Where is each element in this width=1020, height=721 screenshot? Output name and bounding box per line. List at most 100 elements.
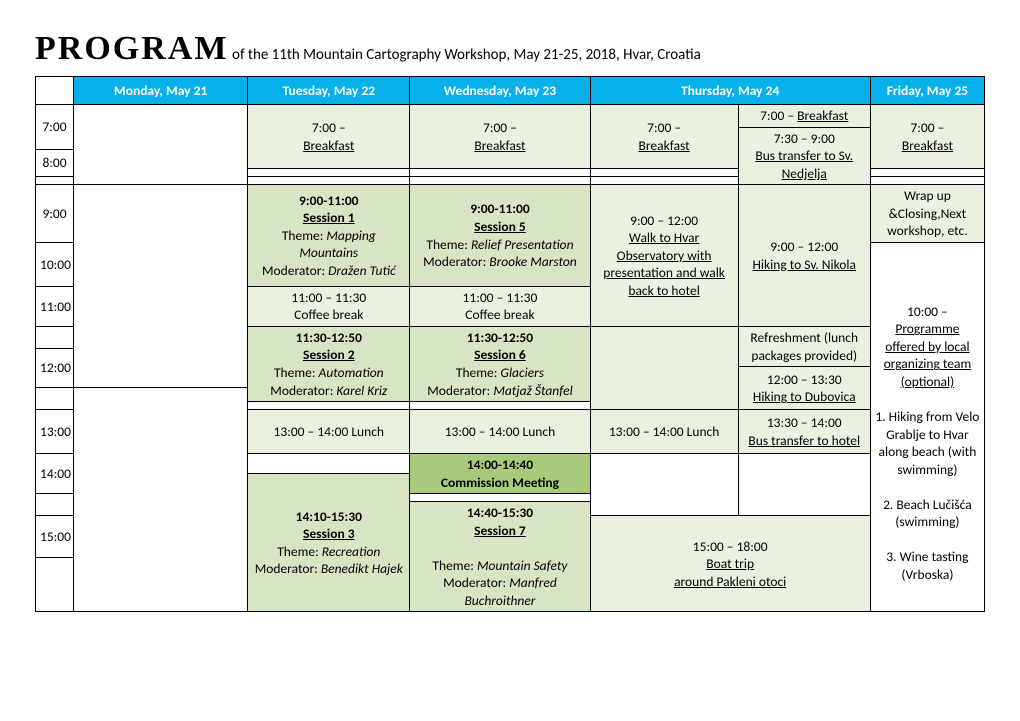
commission: 14:00-14:40 Commission Meeting bbox=[410, 454, 590, 494]
s5-theme: Theme: Relief Presentation bbox=[426, 236, 573, 253]
thu2-breakfast: 7:00 – Breakfast bbox=[738, 105, 870, 128]
mon-early-blank bbox=[74, 105, 248, 185]
header-tue: Tuesday, May 22 bbox=[248, 77, 410, 105]
s5-mod: Moderator: Brooke Marston bbox=[423, 253, 577, 270]
wed-breakfast-time: 7:00 – bbox=[483, 119, 517, 136]
header-row: Monday, May 21 Tuesday, May 22 Wednesday… bbox=[36, 77, 985, 105]
fri-breakfast-label: Breakfast bbox=[902, 137, 953, 154]
thu-blank-afternoon bbox=[590, 454, 738, 516]
thu2-refresh: Refreshment (lunch packages provided) bbox=[738, 326, 870, 366]
s3-mod: Moderator: Benedikt Hajek bbox=[255, 560, 403, 577]
session6: 11:30-12:50 Session 6 Theme: Glaciers Mo… bbox=[410, 326, 590, 401]
thu-breakfast: 7:00 – Breakfast bbox=[590, 105, 738, 169]
s2-mod: Moderator: Karel Kriz bbox=[270, 382, 387, 399]
row-7: 7:00 7:00 – Breakfast 7:00 – Breakfast 7… bbox=[36, 105, 985, 128]
title-word: PROGRAM bbox=[35, 30, 228, 67]
s6-mod: Moderator: Matjaž Štanfel bbox=[427, 382, 572, 399]
s5-title: Session 5 bbox=[474, 218, 526, 235]
thu-walk-text: Walk to Hvar Observatory with presentati… bbox=[603, 229, 725, 299]
thu2-hike2-text: Hiking to Dubovica bbox=[753, 388, 856, 405]
mon-blank-main bbox=[74, 185, 248, 388]
s2-title: Session 2 bbox=[303, 346, 355, 363]
schedule-table: Monday, May 21 Tuesday, May 22 Wednesday… bbox=[35, 76, 985, 612]
header-wed: Wednesday, May 23 bbox=[410, 77, 590, 105]
s7-title: Session 7 bbox=[474, 522, 526, 539]
time-8: 8:00 bbox=[36, 149, 74, 177]
s1-title: Session 1 bbox=[303, 209, 355, 226]
thu-breakfast-label: Breakfast bbox=[639, 137, 690, 154]
thu2-hike2-time: 12:00 – 13:30 bbox=[767, 371, 842, 388]
wed-breakfast: 7:00 – Breakfast bbox=[410, 105, 590, 169]
wed-coffee: 11:00 – 11:30Coffee break bbox=[410, 286, 590, 326]
wed-lunch: 13:00 – 14:00 Lunch bbox=[410, 410, 590, 454]
fri-item3: 3. Wine tasting (Vrboska) bbox=[886, 548, 968, 583]
thu2-refresh-text: Refreshment (lunch packages provided) bbox=[750, 329, 858, 364]
fri-prog-time: 10:00 – bbox=[907, 303, 948, 320]
thu2-bus2-text: Bus transfer to hotel bbox=[748, 432, 860, 449]
s6-theme: Theme: Glaciers bbox=[456, 364, 544, 381]
thu2-bus2-time: 13:30 – 14:00 bbox=[767, 414, 842, 431]
thu-walk-bottom bbox=[590, 326, 738, 409]
thu-walk-time: 9:00 – 12:00 bbox=[630, 212, 698, 229]
boat-title: Boat trip bbox=[706, 555, 754, 572]
time-14: 14:00 bbox=[36, 454, 74, 494]
thu-lunch: 13:00 – 14:00 Lunch bbox=[590, 410, 738, 454]
s7-theme: Theme: Mountain Safety bbox=[432, 557, 567, 574]
wed-gap1 bbox=[410, 169, 590, 177]
s7-mod: Moderator: Manfred Buchroithner bbox=[443, 574, 557, 609]
title-row: PROGRAM of the 11th Mountain Cartography… bbox=[35, 30, 985, 68]
s1-theme: Theme: Mapping Mountains bbox=[282, 227, 376, 262]
thu-walk: 9:00 – 12:00 Walk to Hvar Observatory wi… bbox=[590, 185, 738, 327]
fri-item2: 2. Beach Lučišća (swimming) bbox=[883, 496, 972, 531]
time-10: 10:00 bbox=[36, 242, 74, 286]
time-7: 7:00 bbox=[36, 105, 74, 150]
time-12: 12:00 bbox=[36, 348, 74, 387]
thu-gap1 bbox=[590, 169, 738, 177]
wed-breakfast-label: Breakfast bbox=[474, 137, 525, 154]
tue-gap1 bbox=[248, 169, 410, 177]
boat-sub: around Pakleni otoci bbox=[674, 573, 786, 590]
thu2-bus2: 13:30 – 14:00 Bus transfer to hotel bbox=[738, 410, 870, 454]
s1-time: 9:00-11:00 bbox=[299, 192, 358, 209]
fri-wrap: Wrap up &Closing,Next workshop, etc. bbox=[870, 185, 984, 243]
header-mon: Monday, May 21 bbox=[74, 77, 248, 105]
subtitle: of the 11th Mountain Cartography Worksho… bbox=[232, 46, 701, 64]
thu-breakfast-time: 7:00 – bbox=[647, 119, 681, 136]
session2: 11:30-12:50 Session 2 Theme: Automation … bbox=[248, 326, 410, 401]
fri-program: 10:00 – Programme offered by local organ… bbox=[870, 242, 984, 612]
tue-lunch: 13:00 – 14:00 Lunch bbox=[248, 410, 410, 454]
tue-breakfast-label: Breakfast bbox=[303, 137, 354, 154]
thu2-bus: 7:30 – 9:00 Bus transfer to Sv. Nedjelja bbox=[738, 127, 870, 185]
corner-cell bbox=[36, 77, 74, 105]
tue-breakfast: 7:00 – Breakfast bbox=[248, 105, 410, 169]
commission-text: Commission Meeting bbox=[441, 474, 559, 491]
fri-gap1 bbox=[870, 169, 984, 177]
thu2-hike: 9:00 – 12:00 Hiking to Sv. Nikola bbox=[738, 185, 870, 327]
s2-theme: Theme: Automation bbox=[274, 364, 384, 381]
commission-time: 14:00-14:40 bbox=[467, 456, 533, 473]
tue-breakfast-time: 7:00 – bbox=[312, 119, 346, 136]
fri-item1: 1. Hiking from Velo Grablje to Hvar alon… bbox=[875, 408, 979, 478]
thu2-hike-time: 9:00 – 12:00 bbox=[770, 238, 838, 255]
boat-trip: 15:00 – 18:00 Boat trip around Pakleni o… bbox=[590, 516, 870, 612]
boat-time: 15:00 – 18:00 bbox=[693, 538, 768, 555]
header-fri: Friday, May 25 bbox=[870, 77, 984, 105]
s5-time: 9:00-11:00 bbox=[470, 200, 529, 217]
thu2-bus-text: Bus transfer to Sv. Nedjelja bbox=[755, 147, 853, 182]
time-13: 13:00 bbox=[36, 410, 74, 454]
s2-time: 11:30-12:50 bbox=[296, 329, 362, 346]
time-9: 9:00 bbox=[36, 185, 74, 243]
s6-time: 11:30-12:50 bbox=[467, 329, 533, 346]
s7-time: 14:40-15:30 bbox=[467, 504, 533, 521]
session1: 9:00-11:00 Session 1 Theme: Mapping Moun… bbox=[248, 185, 410, 287]
s3-time: 14:10-15:30 bbox=[296, 508, 362, 525]
s3-title: Session 3 bbox=[303, 525, 355, 542]
thu2-blank-afternoon bbox=[738, 454, 870, 516]
fri-wrap-text: Wrap up &Closing,Next workshop, etc. bbox=[887, 187, 968, 239]
header-thu: Thursday, May 24 bbox=[590, 77, 870, 105]
thu2-bus-time: 7:30 – 9:00 bbox=[774, 130, 835, 147]
session5: 9:00-11:00 Session 5 Theme: Relief Prese… bbox=[410, 185, 590, 287]
session7: 14:40-15:30 Session 7 Theme: Mountain Sa… bbox=[410, 502, 590, 612]
tue-coffee: 11:00 – 11:30Coffee break bbox=[248, 286, 410, 326]
s3-theme: Theme: Recreation bbox=[277, 543, 380, 560]
